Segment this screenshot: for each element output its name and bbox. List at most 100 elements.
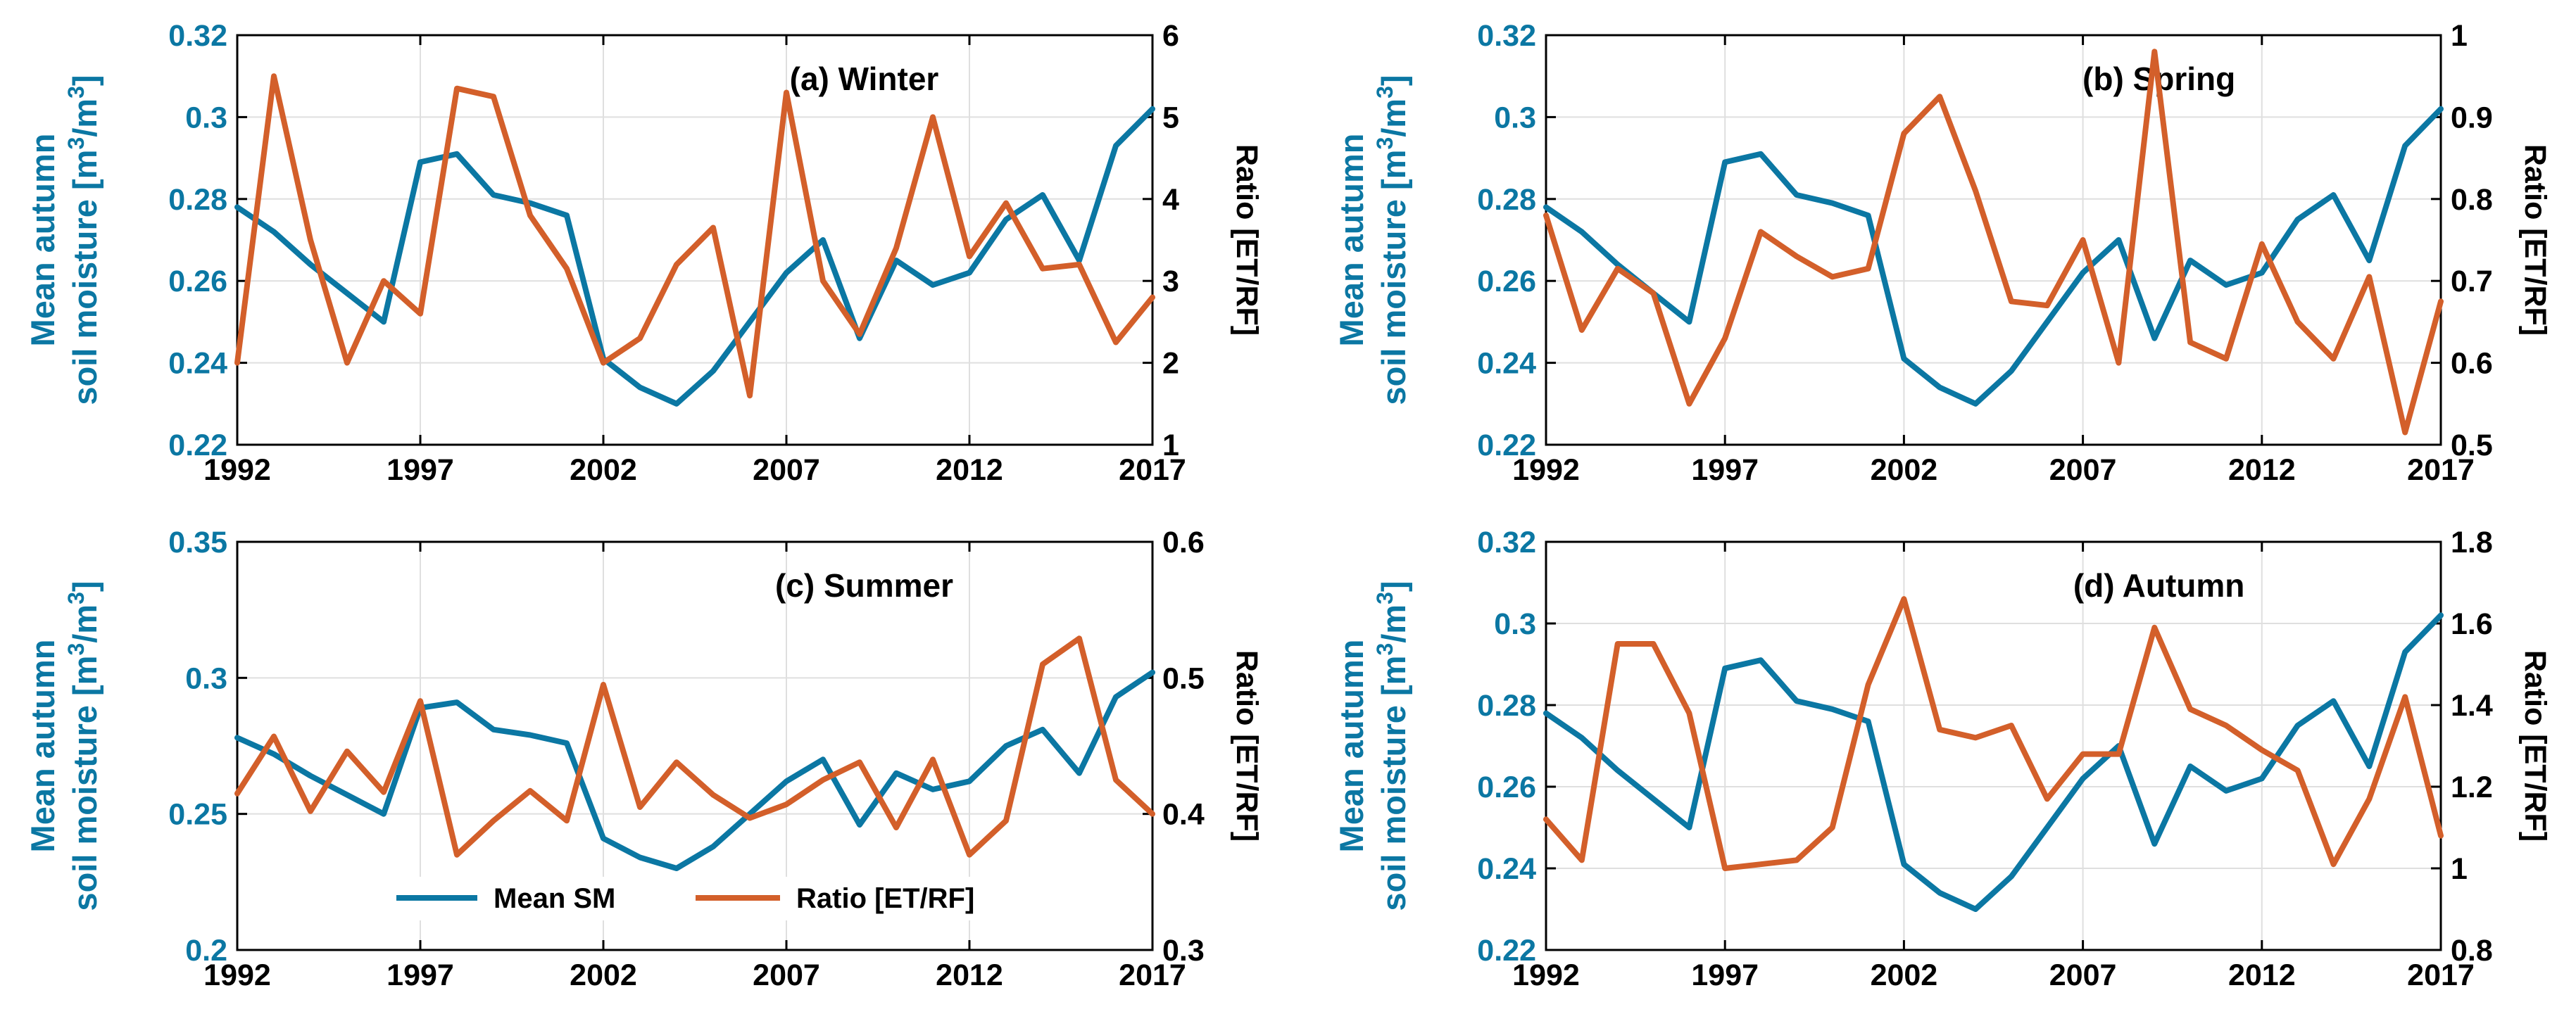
x-tick-label: 2002 (570, 453, 637, 487)
y-tick-label: 0.24 (1477, 852, 1536, 886)
y-tick-label: 0.26 (1477, 771, 1536, 804)
y-tick-label: 0.35 (168, 526, 227, 559)
y-tick-label: 0.28 (1477, 183, 1536, 217)
y2-tick-label: 0.9 (2451, 101, 2493, 134)
y-axis-label-part: /m (66, 604, 103, 643)
y-axis-label-superscript: 3 (1372, 137, 1397, 150)
y2-axis-label: Ratio [ET/RF] (2518, 144, 2552, 336)
y-tick-label: 0.3 (185, 661, 227, 695)
y2-tick-label: 5 (1162, 101, 1179, 134)
y-axis-label-superscript: 3 (63, 643, 89, 656)
y-axis-label-line2: soil moisture [m3/m3] (1372, 581, 1412, 911)
x-tick-label: 2012 (936, 453, 1003, 487)
x-tick-label: 2007 (2049, 958, 2117, 992)
y-tick-label: 0.28 (168, 183, 227, 217)
x-tick-label: 2017 (2407, 958, 2475, 992)
series-line-mean-sm (1543, 106, 2444, 407)
x-tick-label: 2002 (570, 958, 637, 992)
y-tick-label: 0.22 (1477, 429, 1536, 462)
axes-box (236, 540, 1154, 951)
y-axis-label-superscript: 3 (63, 592, 89, 604)
y-axis-label-line1: Mean autumn (24, 134, 61, 347)
x-tick-label: 1992 (203, 453, 271, 487)
y-tick-label: 0.26 (168, 265, 227, 298)
y-tick-label: 0.3 (185, 101, 227, 134)
y2-tick-label: 0.3 (1162, 934, 1205, 968)
y-axis-label-part: ] (66, 75, 103, 86)
y-tick-label: 0.32 (1477, 19, 1536, 53)
axes-box (1545, 34, 2442, 446)
y-axis-label-part: soil moisture [m (66, 656, 103, 911)
axes-box (1545, 540, 2442, 951)
y2-tick-label: 0.5 (1162, 661, 1205, 695)
panel-title: (c) Summer (775, 567, 953, 604)
panel-title: (a) Winter (790, 61, 939, 97)
y2-tick-label: 0.5 (2451, 429, 2493, 462)
panel-4: 1992 1997 2002 2007 2012 2017 0.22 0.24 0.26 0.28… (1333, 526, 2552, 992)
legend-label-mean-sm: Mean SM (494, 883, 615, 914)
series-line-mean-sm (234, 669, 1155, 871)
y-axis-label-part: ] (66, 581, 103, 592)
legend: Mean SM Ratio [ET/RF] (389, 877, 1104, 920)
series-line-ratio (234, 73, 1155, 399)
y2-tick-label: 1.8 (2451, 526, 2493, 559)
y2-tick-label: 4 (1162, 183, 1179, 217)
y2-tick-label: 0.6 (1162, 526, 1205, 559)
y-axis-label-superscript: 3 (1372, 643, 1397, 656)
y-axis-label-line1: Mean autumn (24, 640, 61, 853)
x-tick-label: 1997 (1691, 958, 1759, 992)
y2-tick-label: 0.7 (2451, 265, 2493, 298)
x-tick-label: 2002 (1871, 958, 1938, 992)
y-tick-label: 0.24 (1477, 347, 1536, 381)
y-tick-label: 0.32 (1477, 526, 1536, 559)
panel-2: 1992 1997 2002 2007 2012 2017 0.22 0.24 0.26 0.28… (1333, 19, 2552, 487)
x-tick-label: 2017 (1119, 453, 1186, 487)
x-tick-label: 1997 (1691, 453, 1759, 487)
y-axis-label-part: soil moisture [m (1375, 150, 1412, 405)
x-tick-label: 2007 (753, 958, 820, 992)
y2-tick-label: 1 (2451, 19, 2468, 53)
y2-tick-label: 0.8 (2451, 934, 2493, 968)
y-tick-label: 0.28 (1477, 689, 1536, 723)
y2-tick-label: 1.2 (2451, 771, 2493, 804)
y-axis-label-line1: Mean autumn (1333, 134, 1370, 347)
y2-axis-label: Ratio [ET/RF] (1230, 650, 1264, 842)
y-tick-label: 0.22 (168, 429, 227, 462)
y-axis-label-superscript: 3 (63, 86, 89, 99)
y2-tick-label: 3 (1162, 265, 1179, 298)
x-tick-label: 2012 (2228, 958, 2296, 992)
y-axis-label-line2: soil moisture [m3/m3] (63, 581, 103, 911)
y-tick-label: 0.32 (168, 19, 227, 53)
x-tick-label: 2017 (1119, 958, 1186, 992)
x-tick-label: 1997 (387, 453, 454, 487)
x-tick-label: 1992 (203, 958, 271, 992)
y2-tick-label: 0.4 (1162, 798, 1205, 832)
y2-axis-label: Ratio [ET/RF] (1230, 144, 1264, 336)
y2-tick-label: 6 (1162, 19, 1179, 53)
y-tick-label: 0.26 (1477, 265, 1536, 298)
y-axis-label-superscript: 3 (63, 137, 89, 150)
y2-tick-label: 1 (1162, 429, 1179, 462)
y-tick-label: 0.24 (168, 347, 227, 381)
panel-3: 1992 1997 2002 2007 2012 2017 0.2 0.25 0.3 0.35 0.… (24, 526, 1264, 992)
y-tick-label: 0.25 (168, 798, 227, 832)
panel-1: 1992 1997 2002 2007 2012 2017 0.22 0.24 0.26 0.28… (24, 19, 1264, 487)
x-tick-label: 2002 (1871, 453, 1938, 487)
series-line-mean-sm (234, 106, 1155, 407)
y-axis-label-part: /m (1375, 99, 1412, 137)
y2-tick-label: 0.6 (2451, 347, 2493, 381)
y-axis-label-superscript: 3 (1372, 592, 1397, 604)
x-tick-label: 2012 (2228, 453, 2296, 487)
y2-axis-label: Ratio [ET/RF] (2518, 650, 2552, 842)
y-tick-label: 0.22 (1477, 934, 1536, 968)
x-tick-label: 2007 (2049, 453, 2117, 487)
series-line-mean-sm (1543, 612, 2444, 912)
axes-box (236, 34, 1154, 446)
y-tick-label: 0.3 (1494, 101, 1536, 134)
y-axis-label-part: ] (1375, 75, 1412, 86)
x-tick-label: 2017 (2407, 453, 2475, 487)
x-tick-label: 1992 (1512, 958, 1580, 992)
y-axis-label-line1: Mean autumn (1333, 640, 1370, 853)
x-tick-label: 1997 (387, 958, 454, 992)
y2-tick-label: 1.6 (2451, 607, 2493, 641)
